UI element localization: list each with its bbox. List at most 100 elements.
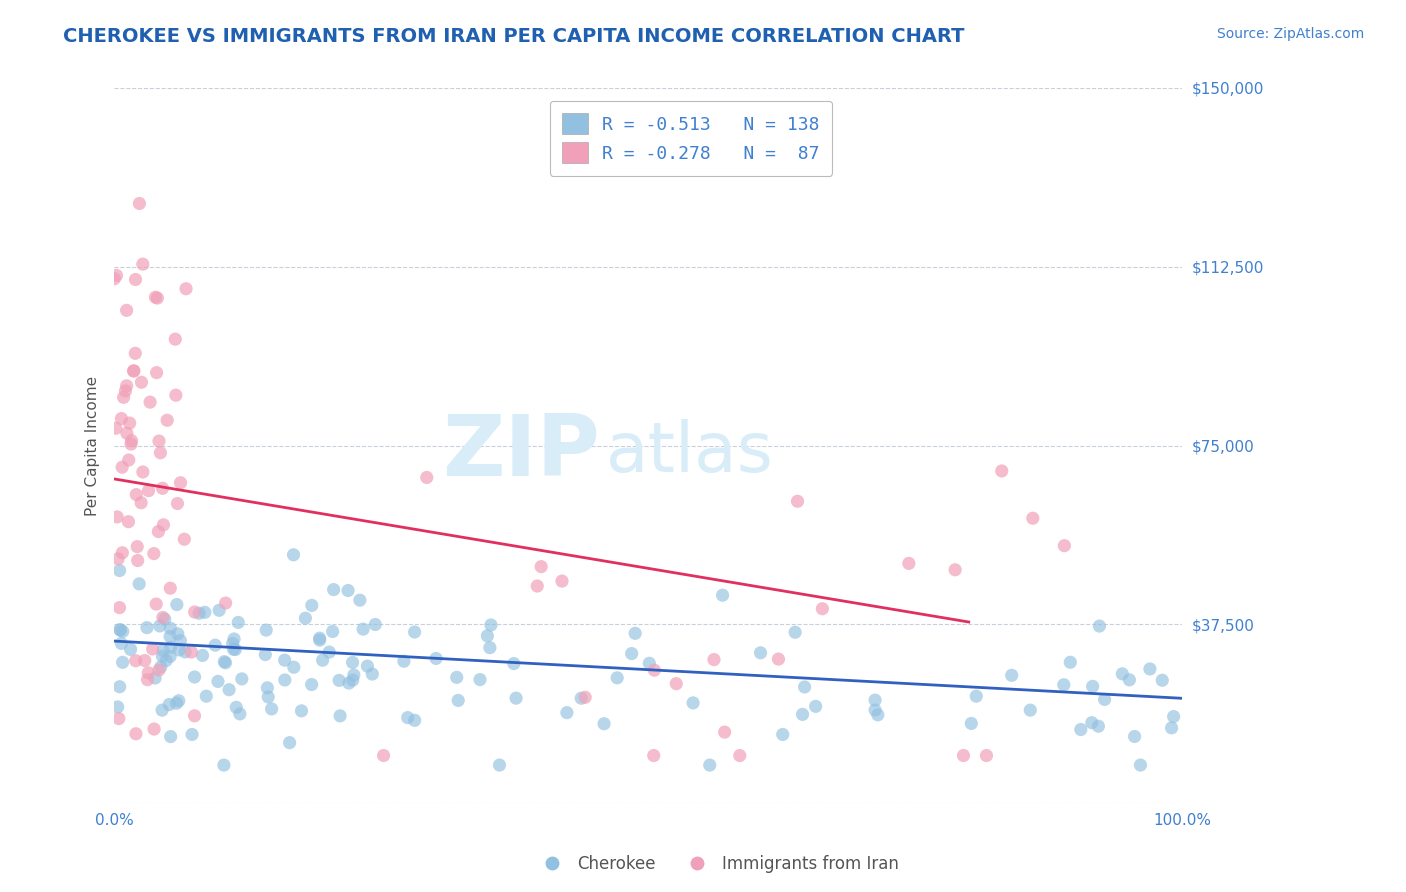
Text: CHEROKEE VS IMMIGRANTS FROM IRAN PER CAPITA INCOME CORRELATION CHART: CHEROKEE VS IMMIGRANTS FROM IRAN PER CAP… [63, 27, 965, 45]
Point [1001, 668, 1024, 682]
Point [425, 651, 447, 665]
Point [115, 303, 138, 318]
Point [214, 655, 236, 669]
Point [134, 654, 156, 668]
Point [1087, 719, 1109, 733]
Point [136, 621, 159, 635]
Point [120, 642, 142, 657]
Point [373, 748, 395, 763]
Point [181, 727, 204, 741]
Point [145, 597, 167, 611]
Point [159, 630, 181, 644]
Point [128, 196, 150, 211]
Point [152, 649, 174, 664]
Point [396, 710, 419, 724]
Point [749, 646, 772, 660]
Point [479, 618, 502, 632]
Point [107, 700, 129, 714]
Point [128, 577, 150, 591]
Point [152, 610, 174, 624]
Point [142, 642, 165, 657]
Point [349, 593, 371, 607]
Point [222, 642, 245, 657]
Point [115, 426, 138, 441]
Point [260, 702, 283, 716]
Point [257, 690, 280, 704]
Point [104, 421, 127, 435]
Point [117, 515, 139, 529]
Point [1070, 723, 1092, 737]
Legend: Cherokee, Immigrants from Iran: Cherokee, Immigrants from Iran [529, 848, 905, 880]
Point [212, 758, 235, 772]
Point [226, 615, 249, 630]
Point [153, 612, 176, 626]
Point [149, 619, 172, 633]
Point [127, 540, 149, 554]
Point [793, 680, 815, 694]
Point [191, 648, 214, 663]
Point [208, 603, 231, 617]
Point [1088, 619, 1111, 633]
Point [713, 725, 735, 739]
Point [180, 645, 202, 659]
Point [207, 674, 229, 689]
Point [897, 557, 920, 571]
Point [866, 707, 889, 722]
Point [290, 704, 312, 718]
Point [111, 656, 134, 670]
Point [108, 712, 131, 726]
Point [638, 657, 661, 671]
Point [120, 437, 142, 451]
Point [1053, 678, 1076, 692]
Point [166, 696, 188, 710]
Point [1059, 655, 1081, 669]
Point [322, 582, 344, 597]
Point [112, 390, 135, 404]
Point [1163, 709, 1185, 723]
Point [107, 552, 129, 566]
Point [699, 758, 721, 772]
Point [322, 624, 344, 639]
Point [229, 706, 252, 721]
Point [174, 645, 197, 659]
Point [361, 667, 384, 681]
Point [111, 624, 134, 639]
Point [301, 677, 323, 691]
Point [283, 660, 305, 674]
Point [225, 700, 247, 714]
Point [478, 640, 501, 655]
Point [526, 579, 548, 593]
Point [620, 647, 643, 661]
Point [404, 714, 426, 728]
Point [224, 642, 246, 657]
Point [118, 453, 141, 467]
Point [159, 649, 181, 664]
Point [132, 257, 155, 271]
Point [1053, 539, 1076, 553]
Point [1094, 692, 1116, 706]
Point [976, 748, 998, 763]
Point [139, 395, 162, 409]
Point [173, 533, 195, 547]
Point [118, 416, 141, 430]
Point [990, 464, 1012, 478]
Text: ZIP: ZIP [443, 411, 600, 494]
Point [1123, 730, 1146, 744]
Point [155, 653, 177, 667]
Point [214, 656, 236, 670]
Point [308, 633, 330, 648]
Text: Source: ZipAtlas.com: Source: ZipAtlas.com [1216, 27, 1364, 41]
Point [1152, 673, 1174, 688]
Point [159, 621, 181, 635]
Point [124, 272, 146, 286]
Point [183, 605, 205, 619]
Point [329, 709, 352, 723]
Point [136, 673, 159, 687]
Point [337, 583, 360, 598]
Point [166, 496, 188, 510]
Point [136, 665, 159, 680]
Point [167, 643, 190, 657]
Y-axis label: Per Capita Income: Per Capita Income [86, 376, 100, 516]
Point [343, 668, 366, 682]
Point [231, 672, 253, 686]
